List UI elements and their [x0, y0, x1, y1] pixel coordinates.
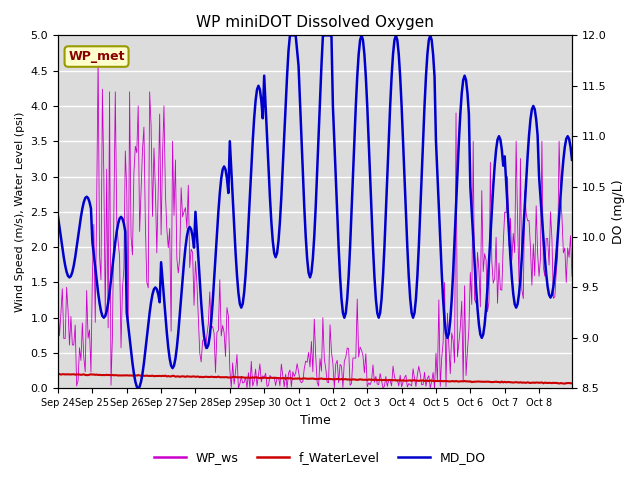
Y-axis label: Wind Speed (m/s), Water Level (psi): Wind Speed (m/s), Water Level (psi): [15, 112, 25, 312]
Text: WP_met: WP_met: [68, 50, 125, 63]
Title: WP miniDOT Dissolved Oxygen: WP miniDOT Dissolved Oxygen: [196, 15, 434, 30]
Y-axis label: DO (mg/L): DO (mg/L): [612, 180, 625, 244]
X-axis label: Time: Time: [300, 414, 330, 427]
Legend: WP_ws, f_WaterLevel, MD_DO: WP_ws, f_WaterLevel, MD_DO: [149, 446, 491, 469]
